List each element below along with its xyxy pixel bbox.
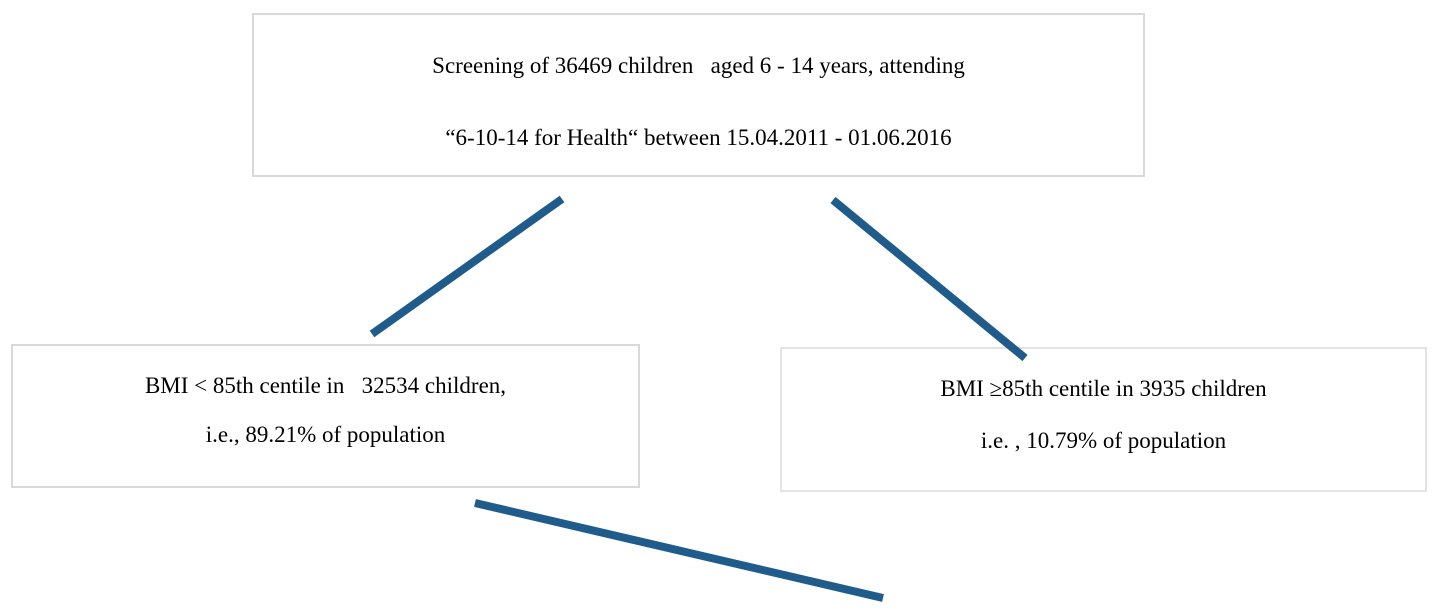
bmi-below-85th-box: BMI < 85th centile in 32534 children, i.… [11, 344, 640, 488]
bmi-above-85th-line2: i.e. , 10.79% of population [980, 427, 1227, 453]
bmi-below-85th-line2: i.e., 89.21% of population [205, 421, 446, 447]
screening-total-line1: Screening of 36469 children aged 6 - 14 … [432, 53, 965, 78]
bmi-above-85th-box: BMI ≥85th centile in 3935 children i.e. … [780, 347, 1427, 492]
screening-total-box: Screening of 36469 children aged 6 - 14 … [252, 13, 1145, 177]
connector-top-to-right-line [830, 196, 1028, 362]
connector-top-to-left-line [369, 195, 565, 338]
connector-left-to-bottom-line [474, 499, 884, 602]
screening-total-line2: “6-10-14 for Health“ between 15.04.2011 … [445, 125, 952, 150]
bmi-above-85th-line1: BMI ≥85th centile in 3935 children [940, 375, 1267, 401]
bmi-below-85th-line1: BMI < 85th centile in 32534 children, [144, 372, 507, 398]
